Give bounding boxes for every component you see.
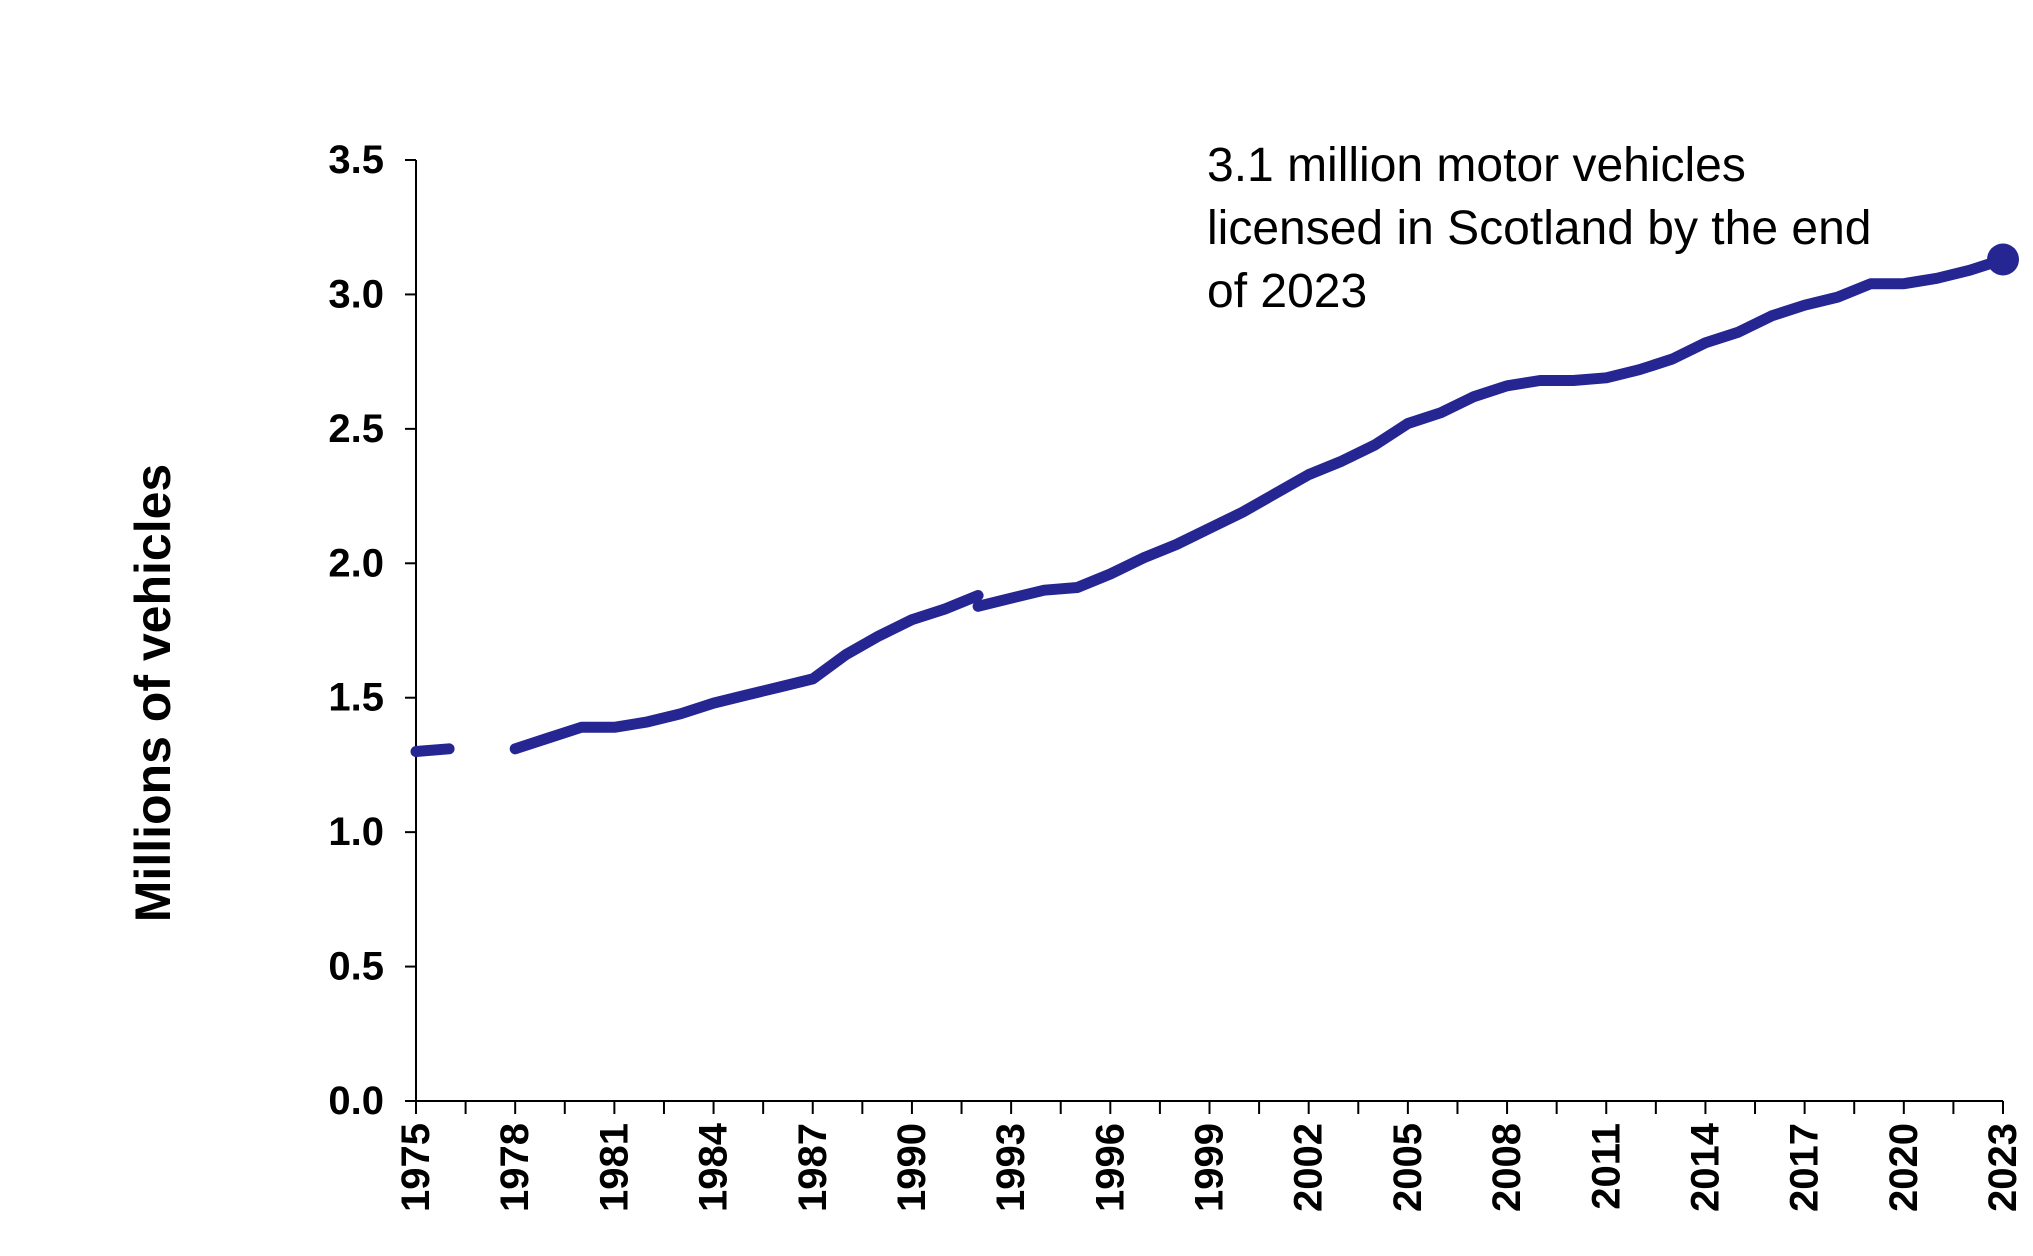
y-tick-label: 2.0 — [328, 541, 384, 585]
y-axis-title: Millions of vehicles — [125, 464, 181, 922]
x-tick-label: 1999 — [1188, 1123, 1232, 1212]
x-tick-label: 1987 — [791, 1123, 835, 1212]
series-end-point — [1987, 243, 2019, 276]
x-tick-label: 2014 — [1683, 1122, 1727, 1212]
annotation-line-3: of 2023 — [1207, 265, 1367, 318]
x-tick-label: 1975 — [394, 1123, 438, 1212]
series-layer — [410, 243, 2019, 757]
y-axis-ticks: 0.0 0.5 1.0 1.5 2.0 2.5 3.0 3.5 — [328, 138, 416, 1123]
x-tick-label: 1993 — [989, 1123, 1033, 1212]
x-tick-label: 1981 — [592, 1123, 636, 1212]
series-line-segment — [972, 254, 2009, 612]
annotation-line-1: 3.1 million motor vehicles — [1207, 139, 1746, 192]
y-tick-label: 0.5 — [328, 945, 384, 989]
x-tick-label: 1996 — [1088, 1123, 1132, 1212]
series-line-segment — [509, 590, 984, 755]
x-tick-label: 1984 — [692, 1122, 736, 1212]
annotation-line-2: licensed in Scotland by the end — [1207, 202, 1871, 255]
y-tick-label: 2.5 — [328, 407, 384, 451]
x-tick-label: 2005 — [1386, 1123, 1430, 1212]
series-line-segment — [410, 743, 455, 757]
x-tick-label: 1990 — [890, 1123, 934, 1212]
y-tick-label: 3.0 — [328, 272, 384, 316]
x-tick-label: 2023 — [1981, 1123, 2025, 1212]
x-tick-label: 2008 — [1485, 1123, 1529, 1212]
x-tick-label: 2017 — [1783, 1123, 1827, 1212]
y-tick-label: 3.5 — [328, 138, 384, 182]
x-tick-label: 2002 — [1287, 1123, 1331, 1212]
x-tick-label: 2020 — [1882, 1123, 1926, 1212]
y-tick-label: 1.5 — [328, 676, 384, 720]
x-tick-label: 1978 — [493, 1123, 537, 1212]
y-tick-label: 1.0 — [328, 810, 384, 854]
x-axis-ticks: 1975 1978 1981 1984 1987 1990 1993 1996 1999 2002… — [394, 1101, 2025, 1212]
y-tick-label: 0.0 — [328, 1079, 384, 1123]
x-tick-label: 2011 — [1584, 1123, 1628, 1210]
